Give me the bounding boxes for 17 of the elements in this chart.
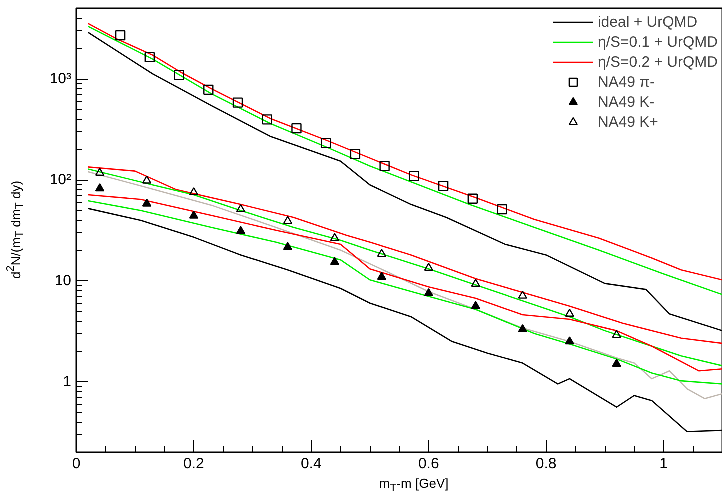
legend-label: η/S=0.2 + UrQMD [598,54,718,70]
x-tick-label: 0.2 [184,456,204,472]
x-tick-label: 0.6 [418,456,440,472]
legend-label: ideal + UrQMD [598,14,698,30]
x-tick-label: 0.8 [536,456,557,472]
y-tick-label: 10² [50,172,72,189]
legend-label: NA49 K- [598,94,655,110]
legend-label: NA49 K+ [598,114,658,130]
x-tick-label: 0 [72,456,81,472]
legend-label: η/S=0.1 + UrQMD [598,34,718,50]
y-tick-label: 10³ [50,70,72,88]
x-tick-label: 0.4 [300,456,322,472]
x-axis-title: m$_{T}$-m [GeV] [379,476,449,496]
x-tick-label: 1 [660,456,668,472]
legend-label: NA49 π- [598,74,655,90]
y-tick-label: 10 [54,272,72,290]
y-tick-label: 1 [63,373,72,390]
